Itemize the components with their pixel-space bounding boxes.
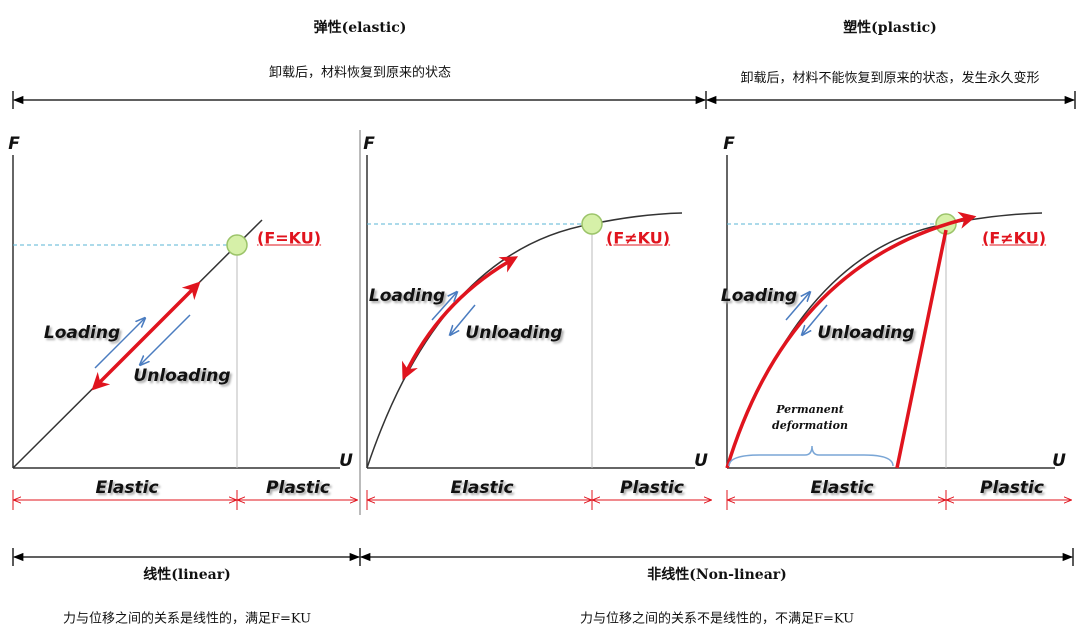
y-axis-label: F (363, 134, 375, 154)
panel-group (725, 155, 1071, 510)
point-marker (581, 213, 603, 235)
connector-line (140, 314, 191, 365)
loading-label: Loading (368, 286, 446, 306)
connector-line (94, 318, 145, 369)
connector-line (895, 229, 948, 469)
connector-line (450, 304, 476, 335)
linear-description: 力与位移之间的关系是线性的，满足F=KU (62, 611, 312, 627)
plastic-region: Plastic (980, 478, 1044, 498)
unloading-label: Unloading (817, 323, 915, 343)
nonlinear-title: 非线性(Non-linear) (647, 567, 787, 583)
x-axis-label: U (1052, 451, 1066, 471)
plastic-description: 卸载后，材料不能恢复到原来的状态，发生永久变形 (740, 71, 1040, 86)
point-label: (F≠KU) (606, 228, 671, 248)
plastic-region: Plastic (620, 478, 684, 498)
unloading-label: Unloading (133, 366, 231, 386)
elastic-region: Elastic (810, 478, 874, 498)
connector-line (431, 292, 457, 321)
point-marker (226, 234, 248, 256)
elastic-region: Elastic (450, 478, 514, 498)
y-axis-label: F (8, 134, 20, 154)
elastic-region: Elastic (95, 478, 159, 498)
connector-line (802, 304, 828, 335)
point-label: (F=KU) (257, 228, 322, 248)
plastic-region: Plastic (266, 478, 330, 498)
y-axis-label: F (723, 134, 735, 154)
curve (725, 211, 977, 469)
point-label: (F≠KU) (982, 228, 1047, 248)
panel-group (12, 155, 357, 510)
loading-label: Loading (720, 286, 798, 306)
curve (402, 256, 519, 381)
x-axis-label: U (339, 451, 353, 471)
plastic-title: 塑性(plastic) (843, 20, 937, 36)
x-axis-label: U (694, 451, 708, 471)
panel-group (366, 155, 711, 510)
nonlinear-description: 力与位移之间的关系不是线性的，不满足F=KU (579, 611, 855, 627)
curve (728, 445, 894, 467)
elastic-title: 弹性(elastic) (313, 20, 407, 36)
connector-line (91, 281, 201, 391)
permanent-deformation-label: Permanent deformation (772, 403, 848, 432)
loading-label: Loading (43, 323, 121, 343)
elastic-description: 卸载后，材料恢复到原来的状态 (268, 65, 452, 81)
panel-group (12, 91, 1076, 566)
linear-title: 线性(linear) (143, 567, 231, 583)
connector-line (785, 292, 810, 321)
unloading-label: Unloading (465, 323, 563, 343)
